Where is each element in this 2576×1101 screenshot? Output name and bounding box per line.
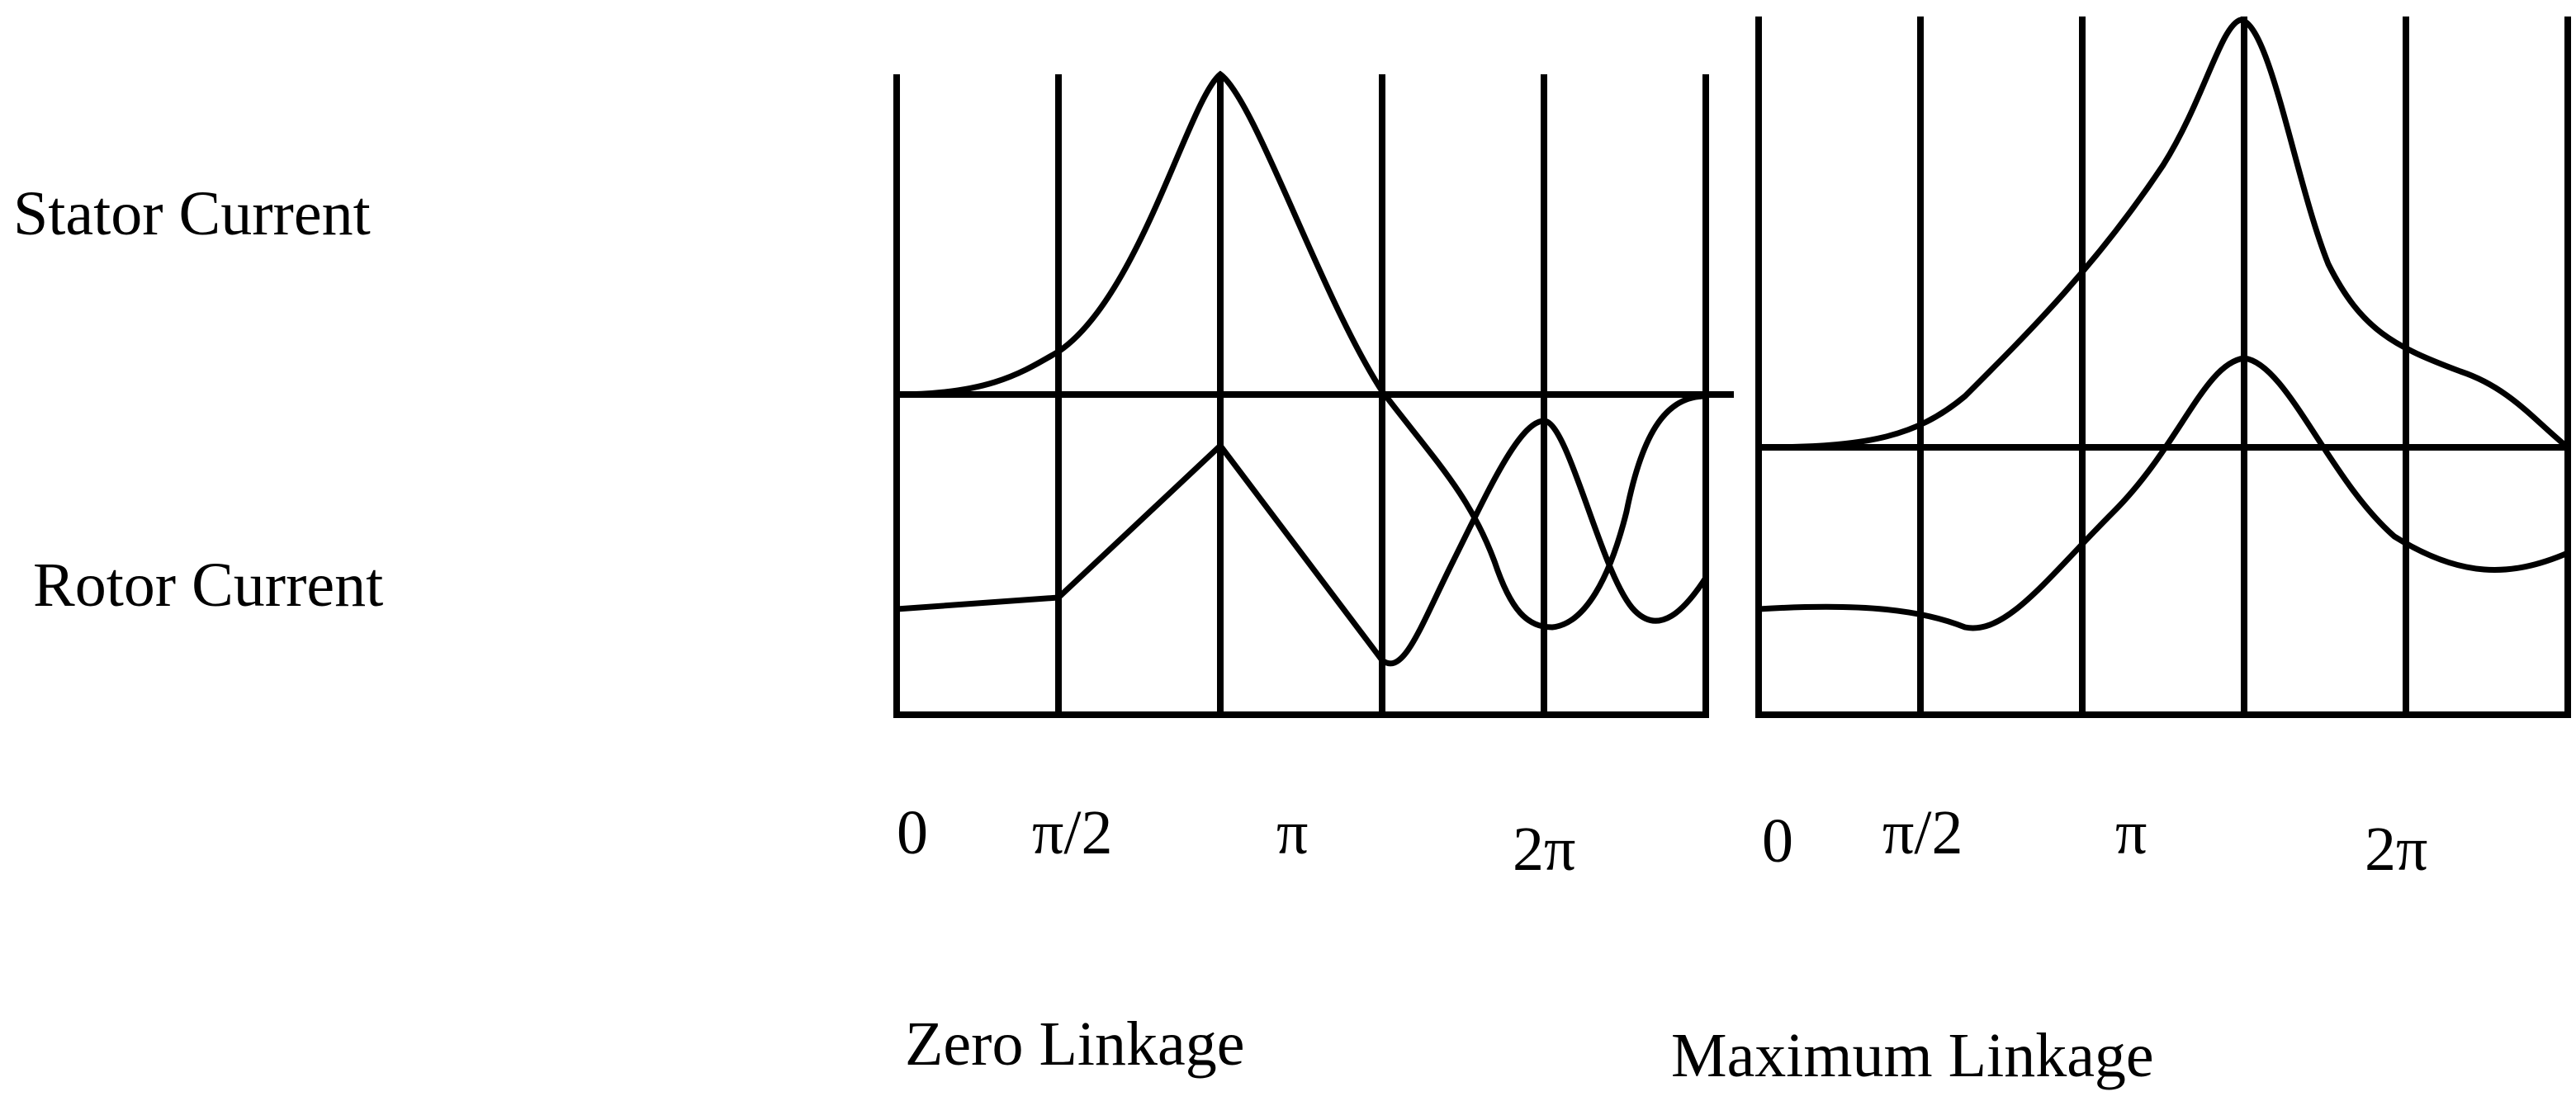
rotor-curve: [896, 418, 1708, 667]
rotor-curve: [1758, 355, 2569, 631]
stator-curve: [896, 70, 1707, 631]
caption: Zero Linkage: [905, 1009, 1244, 1079]
x-label: π/2: [1882, 798, 1963, 867]
grid: [893, 74, 1734, 718]
panel-maximum-linkage: 0 π/2 π 2π Maximum Linkage: [1671, 17, 2571, 1090]
x-label: 2π: [2365, 815, 2427, 884]
x-label: π/2: [1032, 798, 1113, 867]
x-label: π: [1276, 798, 1308, 867]
row-label: Stator Current: [13, 179, 371, 248]
x-label: 0: [897, 798, 928, 867]
panel-zero-linkage: 0 π/2 π 2π Zero Linkage: [893, 70, 1734, 1079]
stator-curve: [1758, 17, 2570, 451]
row-label: Rotor Current: [33, 550, 383, 620]
grid: [1755, 17, 2571, 718]
x-label: π: [2115, 798, 2147, 867]
caption: Maximum Linkage: [1671, 1021, 2154, 1090]
x-label: 2π: [1513, 815, 1575, 884]
x-label: 0: [1762, 806, 1793, 876]
